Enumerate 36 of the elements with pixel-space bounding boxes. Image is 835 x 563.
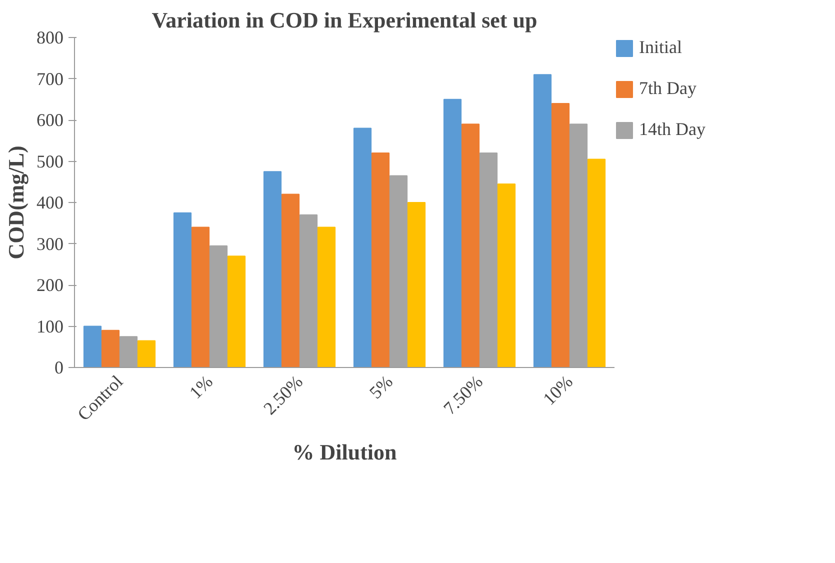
y-tick-label: 800 xyxy=(36,28,64,48)
bar xyxy=(497,183,516,368)
bar xyxy=(551,103,570,368)
y-tick-label: 300 xyxy=(36,234,64,254)
bar xyxy=(227,256,246,368)
y-tick-label: 500 xyxy=(36,151,64,172)
bar xyxy=(173,212,192,368)
y-tick-label: 100 xyxy=(36,316,64,336)
x-tick-label: 10% xyxy=(539,371,577,409)
x-tick-label: 1% xyxy=(185,371,217,403)
legend-label: Initial xyxy=(639,37,682,58)
bar xyxy=(101,330,120,368)
y-tick-label: 700 xyxy=(36,68,64,89)
bar xyxy=(371,152,390,368)
bar xyxy=(461,124,480,368)
y-tick-label: 200 xyxy=(36,275,64,295)
y-axis-title: COD(mg/L) xyxy=(4,146,28,260)
bar xyxy=(317,226,336,368)
y-tick-label: 0 xyxy=(54,358,64,378)
legend-label: 7th Day xyxy=(639,78,696,99)
bar xyxy=(281,194,300,368)
bar xyxy=(83,326,102,368)
bar xyxy=(533,74,552,368)
bar xyxy=(407,202,426,368)
y-tick-label: 400 xyxy=(36,192,64,212)
legend-label: 14th Day xyxy=(639,119,706,140)
y-tick-label: 600 xyxy=(36,110,64,130)
bar xyxy=(587,158,606,368)
bar xyxy=(443,98,462,368)
bar xyxy=(191,226,210,368)
bar xyxy=(263,171,282,368)
bar xyxy=(137,340,156,368)
bar xyxy=(353,128,372,368)
x-tick-label: 5% xyxy=(365,371,397,403)
x-axis-title: % Dilution xyxy=(292,440,397,465)
chart-title: Variation in COD in Experimental set up xyxy=(152,8,538,32)
